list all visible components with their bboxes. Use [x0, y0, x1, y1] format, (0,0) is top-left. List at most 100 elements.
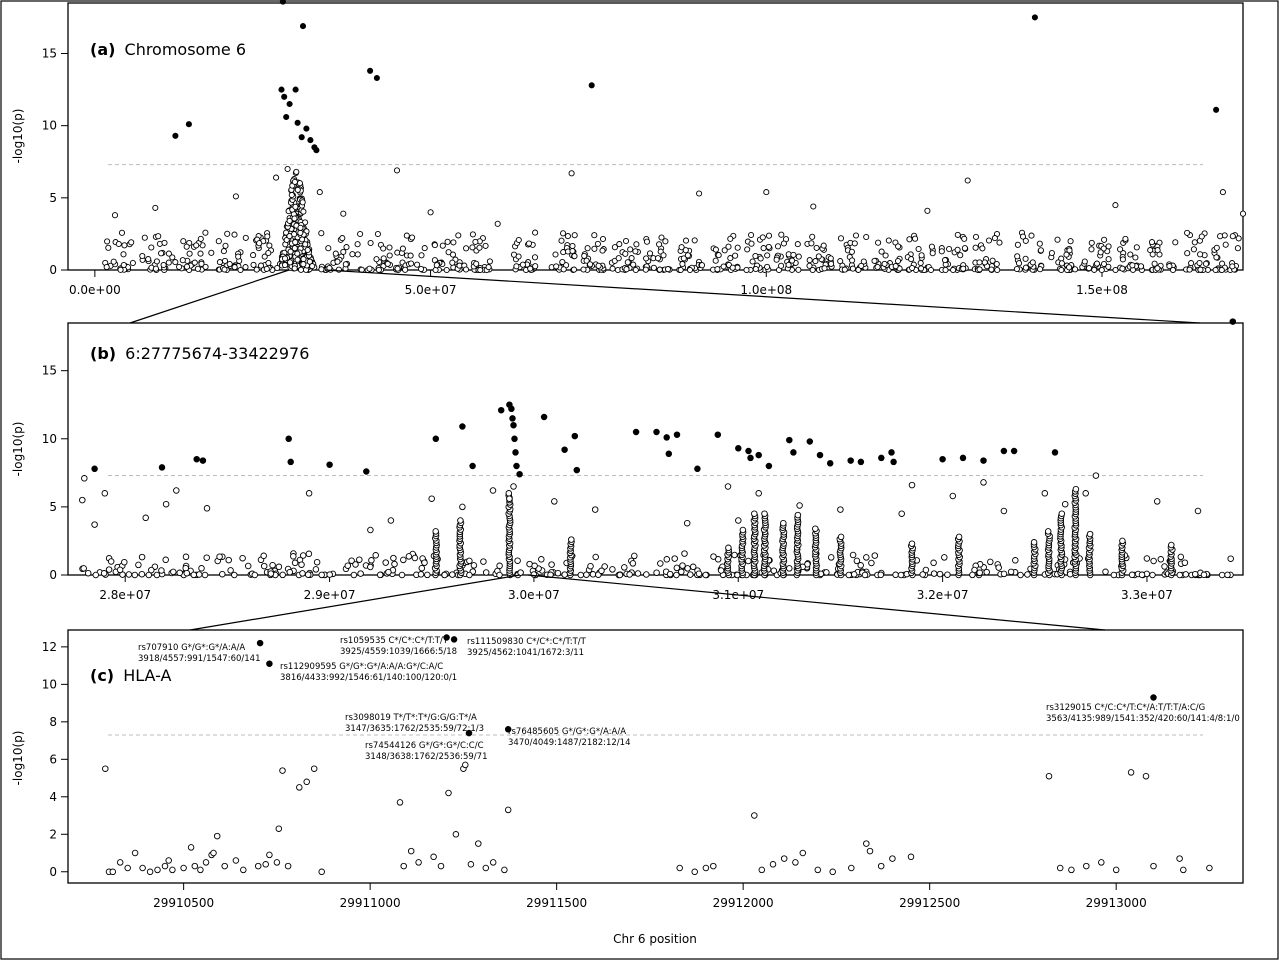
significant-point [286, 100, 293, 108]
snp-point [765, 232, 773, 239]
snp-point [907, 853, 915, 861]
snp-point [284, 862, 292, 870]
snp-point [1161, 563, 1168, 570]
snp-point [482, 242, 489, 249]
snp-point [242, 234, 249, 241]
snp-point [153, 258, 160, 265]
snp-point [208, 249, 215, 256]
snp-point [145, 571, 153, 579]
snp-point [291, 178, 298, 185]
snp-point [972, 244, 979, 251]
snp-point [987, 558, 994, 566]
snp-point [375, 266, 382, 273]
snp-point [467, 861, 475, 868]
snp-point [950, 266, 957, 274]
snp-point [860, 258, 867, 265]
snp-point [991, 235, 998, 242]
snp-point [760, 245, 767, 252]
snp-point [964, 177, 971, 184]
snp-point [587, 261, 594, 268]
snp-point [1142, 772, 1150, 780]
snp-point [131, 571, 139, 579]
snp-point [291, 265, 298, 272]
snp-point [519, 261, 526, 268]
snp-point [790, 251, 797, 258]
snp-point [814, 866, 822, 874]
snp-point [806, 257, 813, 264]
snp-point [273, 174, 280, 181]
snp-point [393, 167, 401, 174]
y-tick-label: 10 [42, 119, 57, 133]
snp-point [367, 239, 374, 247]
snp-point [125, 571, 133, 578]
snp-point [452, 831, 460, 838]
snp-point [720, 263, 727, 270]
significant-point [755, 451, 762, 459]
snp-point [778, 262, 785, 269]
snp-point [408, 260, 415, 267]
snp-point [735, 517, 742, 524]
snp-point [1056, 864, 1064, 872]
snp-point [810, 203, 817, 210]
snp-point [469, 231, 476, 238]
snp-point [415, 859, 422, 866]
snp-point [687, 571, 694, 578]
snp-point [357, 230, 364, 238]
snp-point [677, 266, 684, 274]
snp-point [439, 242, 446, 249]
snp-point [941, 554, 948, 561]
snp-point [684, 565, 691, 572]
snp-point [1143, 555, 1151, 562]
snp-point [180, 238, 187, 245]
snp-point [386, 252, 393, 259]
y-tick-label: 0 [49, 263, 57, 277]
snp-point [427, 209, 434, 216]
snp-point [1092, 472, 1100, 479]
panel-a: (a) Chromosome 6 -log10(p) 0.0e+00 5.0e+0… [11, 0, 1247, 297]
snp-point [1066, 264, 1073, 271]
snp-point [897, 571, 905, 579]
snp-point [318, 230, 325, 237]
snp-point [300, 256, 307, 263]
snp-point [387, 517, 395, 524]
snp-point [780, 855, 788, 862]
significant-point [765, 462, 773, 470]
significant-point [588, 82, 595, 89]
snp-point [815, 253, 822, 260]
snp-point [592, 553, 599, 561]
snp-point [296, 180, 303, 187]
significant-point [714, 431, 722, 438]
snp-point [386, 244, 393, 251]
snp-point [1127, 769, 1135, 776]
snp-point [994, 266, 1001, 274]
snp-point [664, 266, 672, 273]
snp-point [909, 264, 916, 272]
significant-point [313, 147, 320, 154]
snp-point [531, 562, 538, 570]
snp-point [752, 265, 759, 273]
snp-point [1019, 233, 1027, 240]
snp-point [852, 232, 860, 239]
annotation-snp: rs111509830 C*/C*:C*/T:T/T [467, 637, 587, 647]
snp-point [714, 556, 722, 563]
snp-point [868, 559, 875, 567]
snp-point [808, 240, 815, 247]
panel-b: (b) 6:27775674-33422976 -log10(p) 2.8e+0… [11, 318, 1244, 602]
snp-point [428, 495, 435, 502]
significant-point [285, 435, 292, 443]
significant-point [735, 445, 742, 452]
snp-point [829, 868, 836, 876]
snp-point [878, 248, 885, 255]
snp-point [739, 526, 747, 534]
snp-point [599, 235, 607, 243]
significant-point [281, 93, 288, 100]
snp-point [1224, 571, 1231, 579]
y-tick-label: 15 [42, 364, 57, 378]
x-tick-label: 2.9e+07 [304, 588, 356, 602]
snp-point [770, 567, 778, 574]
snp-point [560, 266, 567, 273]
panel-c-frame [67, 629, 1244, 884]
panel-b-title-text: 6:27775674-33422976 [125, 344, 309, 363]
snp-point [300, 208, 307, 215]
